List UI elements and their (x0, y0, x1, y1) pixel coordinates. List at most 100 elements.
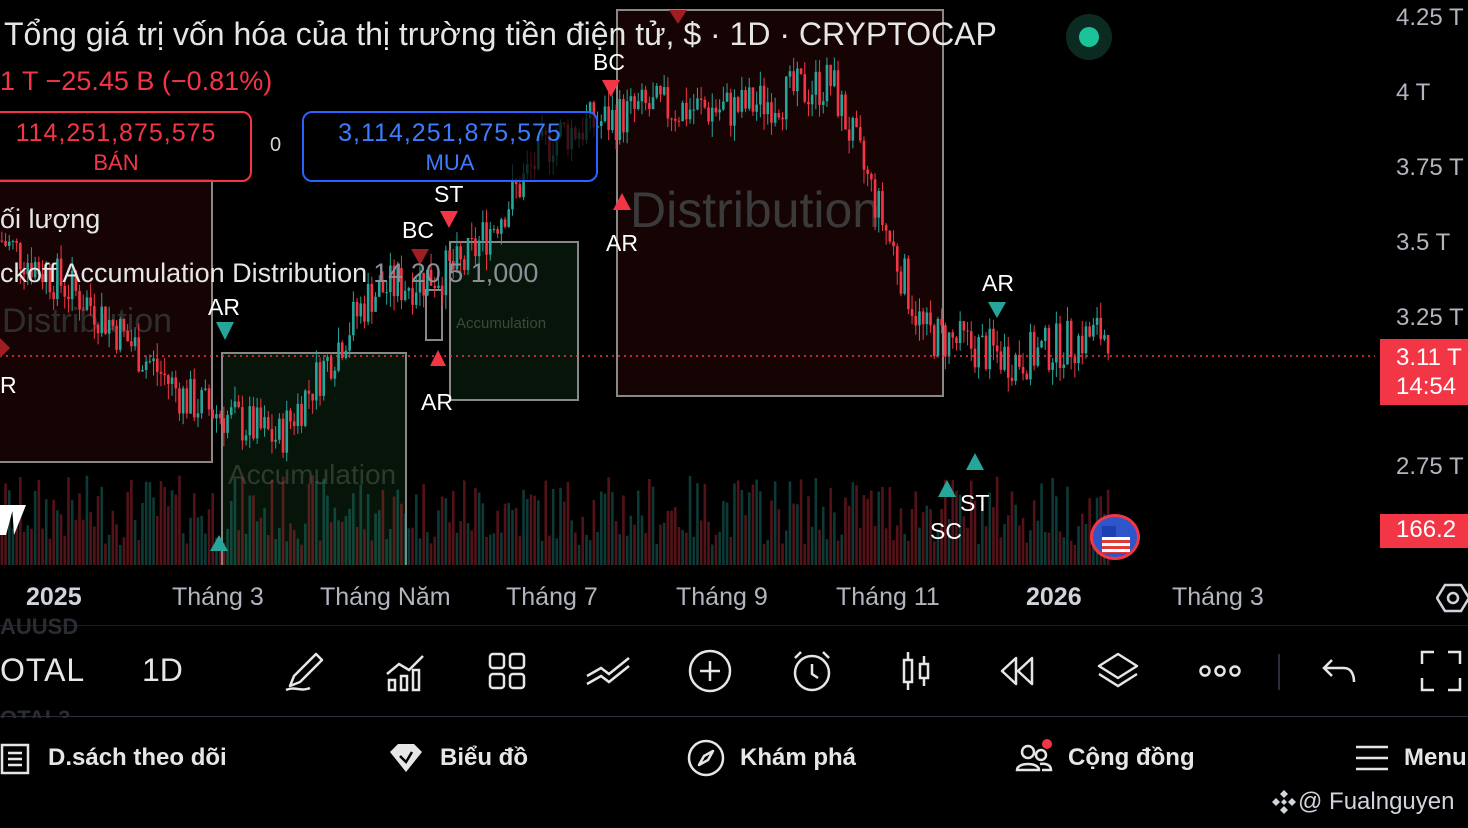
alert-clock-icon[interactable] (787, 646, 837, 696)
buy-button[interactable]: 3,114,251,875,575 MUA (302, 111, 598, 182)
more-icon[interactable] (1195, 646, 1245, 696)
volume-bar (96, 496, 100, 565)
candle-body (107, 319, 111, 334)
candle-body (229, 407, 233, 415)
market-open-indicator[interactable] (1066, 14, 1112, 60)
trend-lines-icon[interactable] (583, 646, 633, 696)
volume-bar (511, 509, 514, 565)
candle-body (44, 267, 48, 283)
candle-body (733, 97, 736, 126)
volume-bar (466, 522, 470, 565)
undo-icon[interactable] (1314, 646, 1364, 696)
candle-body (56, 258, 59, 300)
volume-bar (548, 535, 551, 565)
nav-chart[interactable]: Biểu đồ (386, 736, 528, 780)
volume-bar (1010, 491, 1014, 565)
volume-bar (925, 505, 929, 565)
candle-body (167, 375, 170, 384)
binance-icon (1272, 790, 1296, 814)
volume-bar (559, 487, 562, 565)
volume-bar (955, 490, 958, 565)
volume-bar (940, 508, 943, 565)
volume-bar (1069, 540, 1073, 565)
legend-volume[interactable]: ối lượng (0, 204, 101, 234)
candle-body (840, 94, 844, 117)
volume-tag: 166.2 (1380, 514, 1468, 548)
volume-bar (226, 528, 229, 565)
candles-icon[interactable] (890, 646, 940, 696)
volume-bar (944, 479, 947, 565)
volume-bar (844, 497, 847, 565)
chart-area[interactable]: Distribution Distribution Accumulation A… (0, 0, 1468, 565)
time-axis[interactable]: 2025 Tháng 3 Tháng Năm Tháng 7 Tháng 9 T… (0, 565, 1468, 625)
candle-body (270, 428, 274, 442)
candle-body (629, 96, 633, 102)
volume-bar (788, 481, 792, 565)
candle-body (792, 71, 795, 92)
layout-grid-icon[interactable] (482, 646, 532, 696)
settings-hex-icon[interactable] (1436, 581, 1468, 615)
candle-body (1047, 327, 1051, 371)
volume-bar (895, 525, 899, 565)
candle-body (699, 98, 703, 100)
volume-bar (744, 515, 747, 565)
candle-body (492, 228, 496, 230)
candle-body (370, 283, 374, 312)
candle-body (403, 290, 407, 301)
volume-bar (348, 508, 351, 565)
layers-icon[interactable] (1093, 646, 1143, 696)
candle-body (1051, 362, 1054, 371)
candle-body (15, 240, 18, 243)
nav-menu[interactable]: Menu (1354, 736, 1467, 780)
add-circle-icon[interactable] (685, 646, 735, 696)
candle-body (659, 85, 662, 95)
candle-body (222, 418, 226, 433)
nav-watchlist[interactable]: D.sách theo dõi (0, 736, 227, 780)
volume-bar (174, 494, 178, 565)
volume-bar (966, 527, 969, 565)
nav-chart-label: Biểu đồ (440, 744, 528, 771)
candle-body (0, 240, 4, 242)
price-chart[interactable]: Distribution Distribution Accumulation A… (0, 0, 1468, 565)
symbol-selector[interactable]: OTAL (0, 652, 86, 688)
volume-bar (529, 494, 533, 565)
volume-bar (167, 506, 170, 565)
volume-bar (459, 521, 462, 565)
volume-bar (211, 493, 215, 565)
volume-bar (1018, 525, 1021, 565)
accumulation-zone-2 (449, 241, 579, 401)
indicators-icon[interactable] (381, 646, 431, 696)
us-flag-icon[interactable] (1090, 514, 1140, 560)
volume-bar (22, 531, 26, 565)
volume-bar (581, 516, 585, 565)
volume-bar (999, 537, 1003, 565)
buy-price: 3,114,251,875,575 (338, 119, 562, 147)
r-marker (0, 338, 10, 358)
nav-explore[interactable]: Khám phá (686, 736, 856, 780)
candle-body (884, 225, 888, 231)
timeframe-selector[interactable]: 1D (142, 652, 183, 688)
nav-community[interactable]: Cộng đồng (1014, 736, 1195, 780)
wyckoff-label-ar-3: AR (606, 230, 638, 256)
volume-bar (337, 520, 340, 565)
candle-body (477, 240, 481, 257)
replay-icon[interactable] (992, 646, 1042, 696)
volume-bar (485, 536, 488, 565)
volume-bar (500, 532, 503, 565)
sell-price: 114,251,875,575 (15, 119, 217, 147)
pencil-icon[interactable] (280, 646, 330, 696)
volume-bar (141, 502, 144, 565)
time-label: Tháng 7 (506, 583, 598, 611)
sell-button[interactable]: 114,251,875,575 BÁN (0, 111, 252, 182)
volume-bar (274, 538, 277, 565)
volume-bar (7, 490, 11, 565)
volume-bar (414, 494, 418, 565)
candle-body (344, 350, 348, 358)
candle-body (315, 362, 318, 401)
legend-indicator[interactable]: ckoff Accumulation Distribution 14 20 5 1… (0, 258, 538, 289)
candle-body (803, 74, 807, 102)
fullscreen-icon[interactable] (1416, 646, 1466, 696)
volume-bar (422, 484, 425, 565)
volume-bar (115, 524, 118, 565)
volume-bar (1092, 543, 1095, 565)
